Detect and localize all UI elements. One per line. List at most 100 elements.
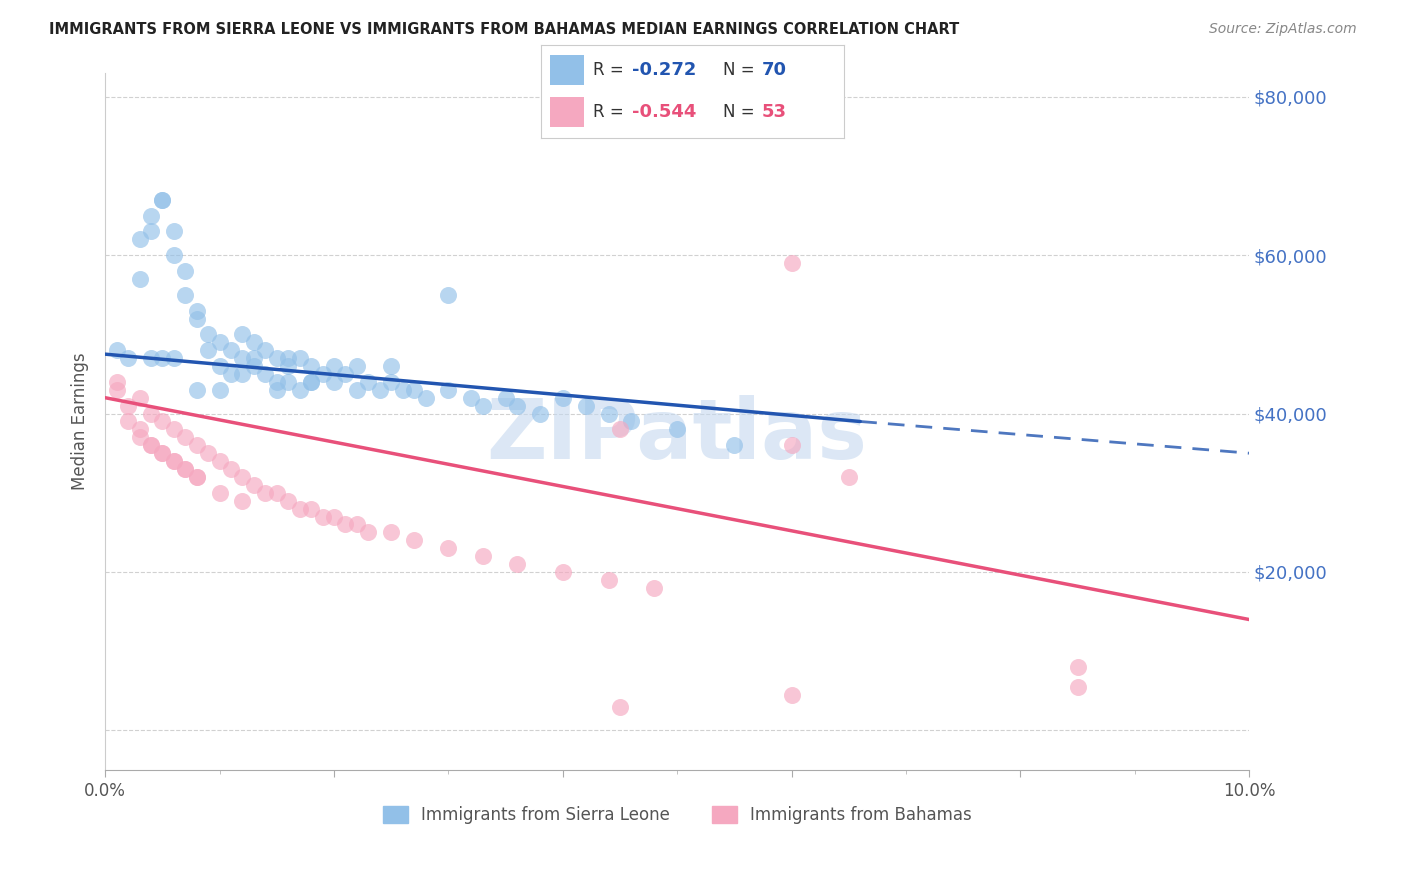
Point <box>186 311 208 326</box>
Point <box>231 493 253 508</box>
Point <box>323 509 346 524</box>
Point <box>311 367 333 381</box>
Point <box>437 383 460 397</box>
Point <box>415 391 437 405</box>
Point <box>163 224 186 238</box>
Point <box>471 549 494 563</box>
Point <box>254 485 277 500</box>
Point <box>335 367 357 381</box>
Point <box>152 351 174 365</box>
Point <box>163 454 186 468</box>
Point <box>380 525 402 540</box>
Point <box>174 462 197 476</box>
Point <box>186 303 208 318</box>
Point <box>404 383 426 397</box>
Point <box>208 383 231 397</box>
Point <box>174 430 197 444</box>
Point <box>323 359 346 373</box>
Point <box>380 359 402 373</box>
Point <box>231 351 253 365</box>
Point <box>163 248 186 262</box>
Point <box>506 557 529 571</box>
Point <box>139 224 162 238</box>
Point <box>598 407 620 421</box>
Point <box>152 193 174 207</box>
Point <box>139 407 162 421</box>
Point <box>152 415 174 429</box>
Point <box>139 438 162 452</box>
Text: Source: ZipAtlas.com: Source: ZipAtlas.com <box>1209 22 1357 37</box>
Point <box>117 351 139 365</box>
Point <box>551 565 574 579</box>
Point <box>299 375 322 389</box>
Point <box>335 517 357 532</box>
Point <box>243 359 266 373</box>
Point <box>780 256 803 270</box>
Point <box>128 422 150 436</box>
FancyBboxPatch shape <box>550 55 583 85</box>
Point <box>197 446 219 460</box>
Point <box>266 375 288 389</box>
Point <box>231 327 253 342</box>
Text: 70: 70 <box>762 61 787 78</box>
Point <box>139 438 162 452</box>
Point <box>152 446 174 460</box>
Point <box>219 343 242 358</box>
Point <box>219 367 242 381</box>
Point <box>139 209 162 223</box>
Point <box>1066 660 1088 674</box>
Point <box>186 438 208 452</box>
Point <box>128 430 150 444</box>
Point <box>277 351 299 365</box>
Point <box>186 470 208 484</box>
Point <box>174 264 197 278</box>
Point <box>609 699 631 714</box>
Point <box>163 454 186 468</box>
Point <box>598 573 620 587</box>
Point <box>208 454 231 468</box>
Point <box>506 399 529 413</box>
Point <box>346 359 368 373</box>
Point <box>266 351 288 365</box>
Point <box>391 383 413 397</box>
Point <box>163 351 186 365</box>
Point <box>186 383 208 397</box>
Text: 53: 53 <box>762 103 787 121</box>
Point <box>643 581 665 595</box>
Point <box>838 470 860 484</box>
Point <box>357 525 380 540</box>
Point <box>471 399 494 413</box>
Point <box>529 407 551 421</box>
Point <box>609 422 631 436</box>
Point <box>495 391 517 405</box>
Point <box>460 391 482 405</box>
Text: N =: N = <box>723 61 759 78</box>
Text: IMMIGRANTS FROM SIERRA LEONE VS IMMIGRANTS FROM BAHAMAS MEDIAN EARNINGS CORRELAT: IMMIGRANTS FROM SIERRA LEONE VS IMMIGRAN… <box>49 22 959 37</box>
Point <box>346 517 368 532</box>
Point <box>723 438 745 452</box>
Point <box>208 359 231 373</box>
Point <box>186 470 208 484</box>
Point <box>666 422 689 436</box>
Point <box>174 462 197 476</box>
Point <box>1066 680 1088 694</box>
Point <box>243 478 266 492</box>
Point <box>105 375 128 389</box>
Text: ZIPatlas: ZIPatlas <box>486 395 868 476</box>
Text: N =: N = <box>723 103 759 121</box>
Point <box>152 446 174 460</box>
Point <box>346 383 368 397</box>
Legend: Immigrants from Sierra Leone, Immigrants from Bahamas: Immigrants from Sierra Leone, Immigrants… <box>382 806 972 824</box>
Point <box>254 367 277 381</box>
Point <box>266 383 288 397</box>
Point <box>128 232 150 246</box>
Point <box>117 415 139 429</box>
Y-axis label: Median Earnings: Median Earnings <box>72 352 89 491</box>
Point <box>152 193 174 207</box>
Point <box>404 533 426 548</box>
Point <box>219 462 242 476</box>
Point <box>437 541 460 556</box>
Point <box>288 501 311 516</box>
Point <box>437 287 460 301</box>
Point <box>380 375 402 389</box>
